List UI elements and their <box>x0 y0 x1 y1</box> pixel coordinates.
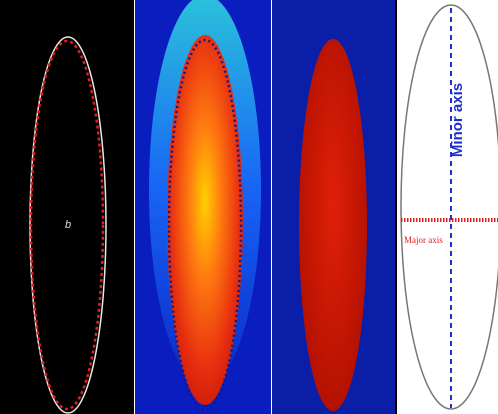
panel-edge: b <box>0 0 134 414</box>
figure: b Minor axis Major axis <box>0 0 498 414</box>
panel-label: b <box>65 219 71 231</box>
panel-heatmap <box>135 0 271 414</box>
minor-axis-label: Minor axis <box>449 83 466 157</box>
face-heat <box>167 35 243 405</box>
panel-background <box>0 0 134 414</box>
panel-ellipse-fill <box>272 0 396 414</box>
page: b Minor axis Major axis (() => { const d… <box>0 0 498 414</box>
filled-ellipse <box>299 39 367 411</box>
panel-background <box>397 0 498 414</box>
panel-axes: Minor axis Major axis <box>396 0 498 414</box>
major-axis-label: Major axis <box>404 235 443 245</box>
